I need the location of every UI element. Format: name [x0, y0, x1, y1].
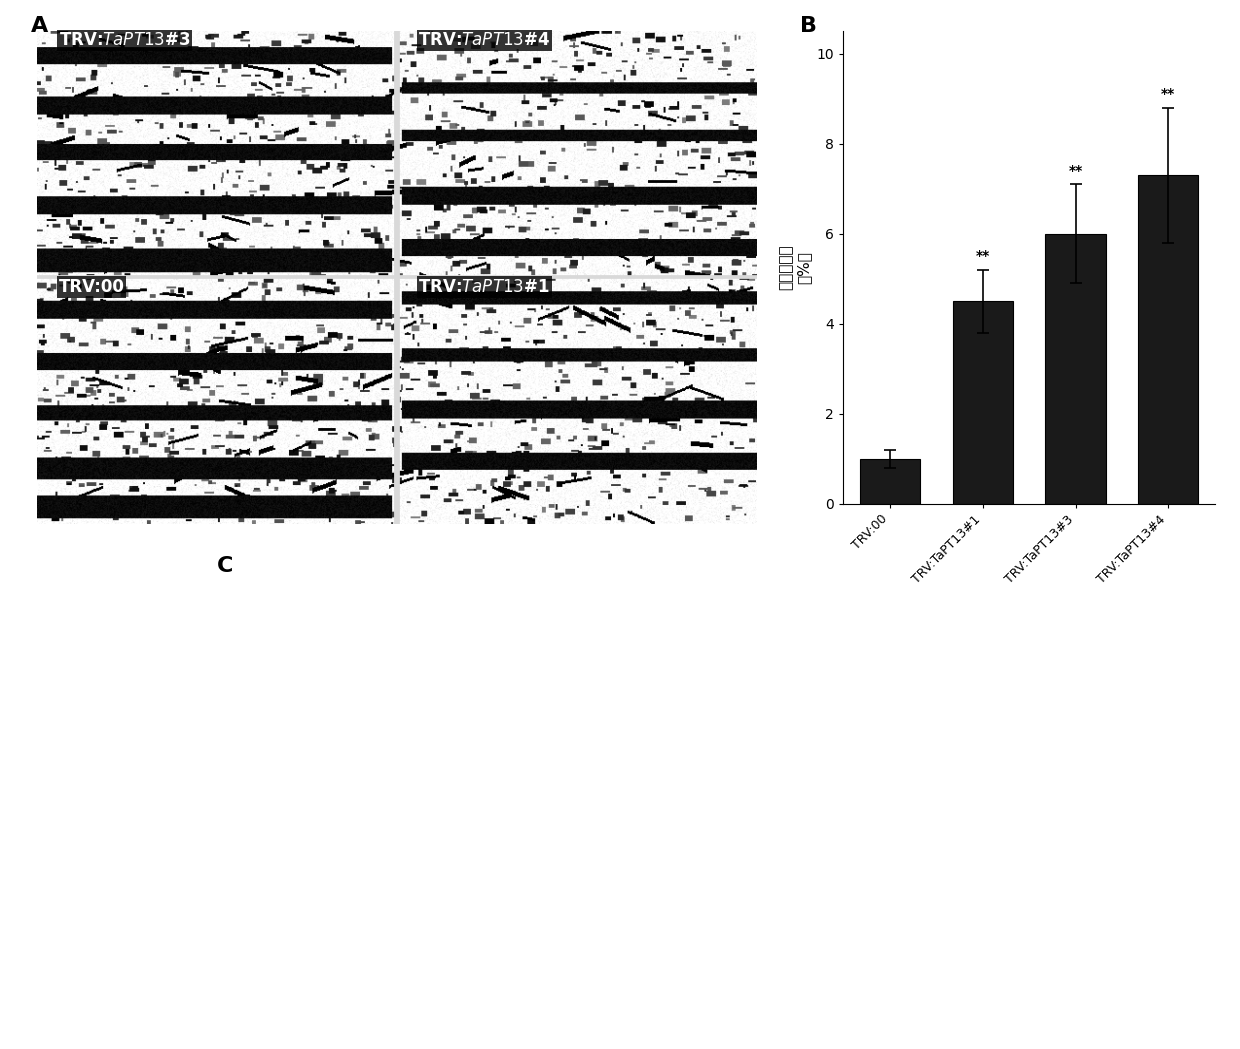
Text: TRV:$\mathit{TaPT13}$#4: TRV:$\mathit{TaPT13}$#4	[312, 968, 428, 984]
Bar	[1045, 234, 1106, 504]
Text: **: **	[976, 249, 990, 263]
Text: TRV:00: TRV:00	[404, 628, 458, 644]
Text: B: B	[800, 16, 817, 36]
Text: TRV:00: TRV:00	[58, 278, 125, 296]
Text: C: C	[217, 556, 233, 576]
Y-axis label: 微菌落指数
（%）: 微菌落指数 （%）	[779, 244, 811, 291]
Text: TRV:$\mathit{TaPT13}$#1: TRV:$\mathit{TaPT13}$#1	[418, 278, 551, 296]
Text: A: A	[31, 16, 48, 36]
Text: TRV:$\mathit{TaPT13}$#3: TRV:$\mathit{TaPT13}$#3	[58, 31, 190, 49]
Bar	[1138, 175, 1198, 504]
Bar	[861, 458, 920, 504]
Bar	[952, 301, 1013, 504]
Text: **: **	[1069, 164, 1083, 177]
Text: TRV:$\mathit{TaPT13}$#3: TRV:$\mathit{TaPT13}$#3	[312, 859, 428, 876]
Text: TRV:$\mathit{TaPT13}$#1: TRV:$\mathit{TaPT13}$#1	[312, 746, 427, 763]
Text: TRV:$\mathit{TaPT13}$#4: TRV:$\mathit{TaPT13}$#4	[418, 31, 551, 49]
Text: **: **	[1161, 87, 1176, 101]
